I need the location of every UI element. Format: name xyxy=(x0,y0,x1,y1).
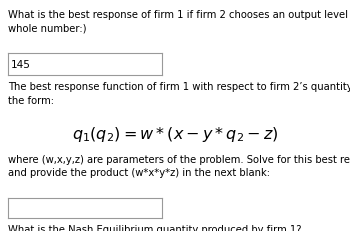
Text: $q_1(q_2) = w * (x - y * q_2 - z)$: $q_1(q_2) = w * (x - y * q_2 - z)$ xyxy=(72,125,278,144)
Text: where (w,x,y,z) are parameters of the problem. Solve for this best response func: where (w,x,y,z) are parameters of the pr… xyxy=(8,155,350,178)
Text: What is the Nash Equilibrium quantity produced by firm 1?: What is the Nash Equilibrium quantity pr… xyxy=(8,225,302,231)
Text: The best response function of firm 1 with respect to firm 2’s quantity choice ta: The best response function of firm 1 wit… xyxy=(8,82,350,106)
Text: What is the best response of firm 1 if firm 2 chooses an output level of 200? (i: What is the best response of firm 1 if f… xyxy=(8,10,350,34)
Text: 145: 145 xyxy=(10,60,30,70)
